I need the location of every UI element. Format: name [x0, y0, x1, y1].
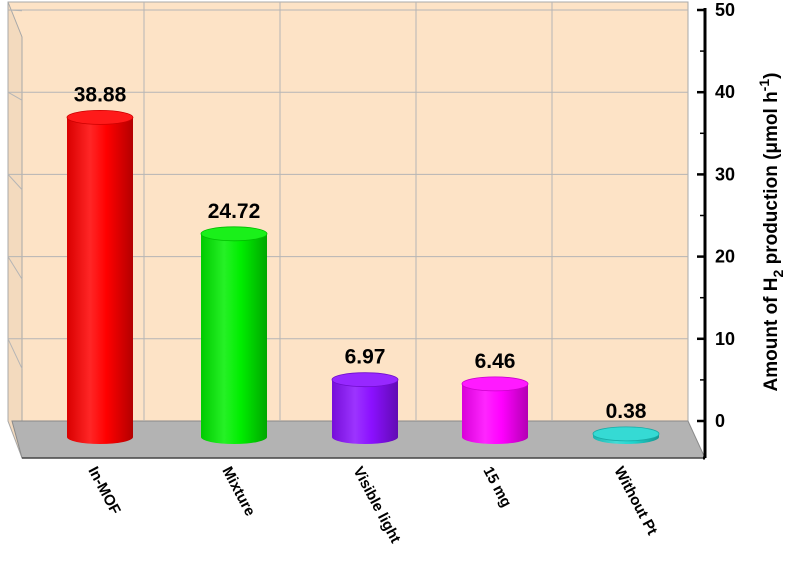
category-label: Mixture [218, 464, 258, 519]
bar-body [332, 379, 398, 444]
y-axis-title-mid: production (μmol h [761, 91, 782, 269]
y-axis-title: Amount of H2 production (μmol h-1) [756, 73, 786, 392]
y-axis-title-prefix: Amount of H [761, 277, 782, 391]
bar-body [67, 117, 133, 444]
y-axis-title-subscript: 2 [770, 269, 786, 277]
y-tick-label: 20 [715, 247, 735, 267]
side-grid-line [7, 174, 23, 190]
bar [592, 426, 660, 444]
bar-top [592, 426, 660, 442]
y-tick-label: 10 [715, 329, 735, 349]
side-grid-line [7, 91, 23, 101]
value-label: 38.88 [74, 83, 127, 106]
value-labels: 38.88 24.72 6.97 6.46 0.38 [74, 83, 647, 422]
bar [200, 226, 268, 444]
category-label: Visible light [349, 464, 403, 546]
bar-top [66, 110, 134, 125]
y-tick-label: 30 [715, 164, 735, 184]
bar [461, 376, 529, 444]
side-wall [7, 1, 23, 459]
category-label: Without Pt [610, 464, 660, 538]
value-label: 6.46 [475, 350, 516, 373]
value-label: 24.72 [208, 200, 261, 223]
y-tick-label: 50 [715, 0, 735, 20]
bar-body [201, 233, 267, 444]
value-label: 0.38 [606, 400, 647, 423]
bar [66, 110, 134, 444]
side-grid-line [7, 256, 23, 280]
value-label: 6.97 [345, 346, 386, 369]
side-grid-line [7, 9, 23, 12]
bars [66, 110, 660, 444]
y-axis-title-suffix: ) [761, 73, 782, 79]
side-grid-line [7, 338, 23, 369]
category-labels: In-MOF Mixture Visible light 15 mg Without P… [84, 464, 660, 546]
bar-top [331, 372, 399, 388]
bar-top [200, 226, 268, 242]
y-axis: 0 10 20 30 40 50 [697, 0, 735, 460]
y-axis-title-superscript: -1 [756, 79, 772, 92]
category-label: 15 mg [479, 464, 514, 510]
bar-body [462, 383, 528, 444]
y-tick-label: 0 [715, 411, 725, 431]
bar [331, 372, 399, 444]
y-tick-label: 40 [715, 82, 735, 102]
bar-top [461, 376, 529, 392]
category-label: In-MOF [84, 464, 123, 518]
